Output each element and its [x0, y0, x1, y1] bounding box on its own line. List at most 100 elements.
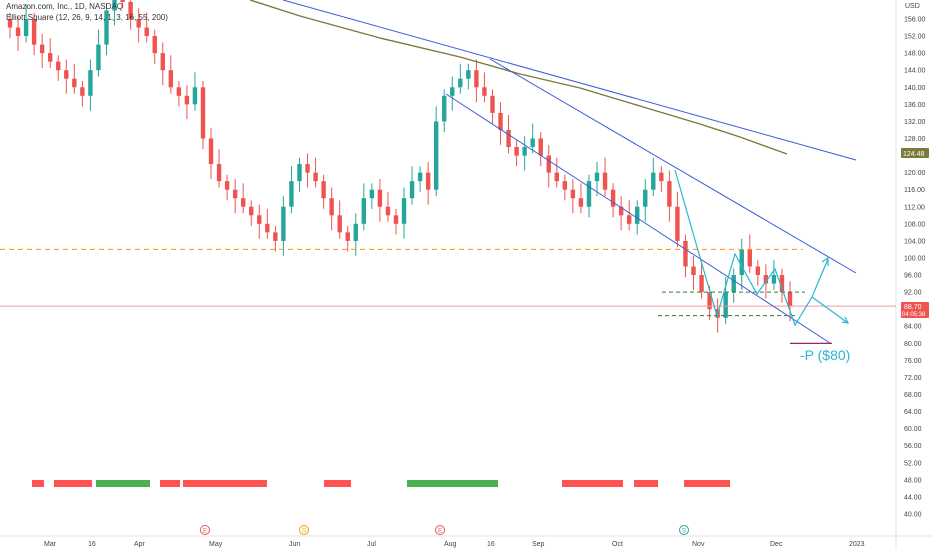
time-tick: Apr [134, 541, 146, 548]
candle-body [570, 189, 576, 199]
time-tick: Aug [444, 541, 457, 548]
candle-body [80, 87, 85, 96]
candle-body [152, 36, 157, 54]
candle-body [353, 223, 358, 241]
time-tick: Mar [44, 541, 57, 548]
candle-body [297, 164, 302, 182]
candle-body [450, 87, 455, 96]
price-tick: 72.00 [904, 375, 922, 382]
red-band [684, 480, 730, 487]
candle-body [369, 189, 375, 199]
price-tick: 104.00 [904, 238, 926, 245]
candle-body [691, 266, 696, 276]
time-tick: Sep [532, 541, 545, 548]
candle-body [176, 87, 182, 96]
last-price-label: 88.70 [904, 304, 922, 311]
candle-body [15, 27, 21, 37]
candle-body [345, 232, 350, 241]
price-tick: 140.00 [904, 85, 926, 92]
candle-body [747, 249, 752, 267]
candle-body [23, 19, 29, 37]
time-tick: 2023 [849, 541, 865, 548]
candle-body [72, 78, 77, 88]
time-axis[interactable]: Mar 16 Apr May Jun Jul Aug 16 Sep Oct Nov Dec 2023 E S… [44, 525, 865, 549]
candle-body [610, 189, 616, 207]
candle-body [128, 1, 133, 20]
candle-body [594, 172, 600, 182]
candle-body [289, 181, 294, 207]
candle-body [562, 181, 568, 190]
price-tick: 76.00 [904, 358, 922, 365]
candle-body [249, 206, 254, 216]
candle-body [281, 206, 286, 241]
price-tick: 144.00 [904, 68, 926, 75]
price-tick: 64.00 [904, 409, 922, 416]
candle-body [56, 61, 61, 71]
candle-body [651, 172, 656, 190]
candle-body [361, 198, 367, 224]
candle-body [120, 0, 125, 2]
green-band [96, 480, 150, 487]
candle-body [779, 275, 785, 293]
price-tick: 96.00 [904, 273, 922, 280]
red-band [324, 480, 351, 487]
price-tick: 148.00 [904, 51, 926, 58]
candle-body [554, 172, 560, 182]
time-tick: 16 [487, 541, 495, 548]
upper-trendline [282, 0, 857, 161]
candle-body [48, 53, 53, 62]
event-marker [299, 525, 309, 535]
currency-label: USD [905, 3, 920, 10]
candle-body [530, 138, 535, 148]
candle-body [216, 164, 222, 182]
candle-body [104, 10, 109, 45]
candle-body [184, 95, 190, 105]
red-band [32, 480, 44, 487]
price-tick: 56.00 [904, 443, 922, 450]
red-band [160, 480, 180, 487]
price-tick: 136.00 [904, 102, 926, 109]
candle-body [321, 181, 326, 199]
price-tick: 68.00 [904, 392, 922, 399]
candle-body [337, 215, 342, 233]
candle-body [482, 87, 487, 96]
price-tick: 100.00 [904, 255, 926, 262]
candle-body [506, 129, 511, 148]
price-tick: 116.00 [904, 187, 925, 194]
candle-body [723, 292, 728, 318]
candle-body [168, 70, 174, 88]
candle-body [522, 147, 527, 156]
candle-body [377, 189, 383, 207]
candle-body [699, 275, 704, 293]
price-tick: 92.00 [904, 290, 922, 297]
time-tick: Oct [612, 541, 623, 548]
candle-body [474, 70, 479, 88]
candle-body [771, 275, 777, 284]
candle-body [313, 172, 318, 182]
time-tick: May [209, 541, 223, 548]
candle-body [538, 138, 543, 156]
price-tick: 156.00 [904, 17, 926, 24]
candle-body [675, 206, 680, 241]
event-marker-label: E [438, 529, 442, 535]
candle-body [707, 292, 712, 310]
candle-body [265, 223, 270, 233]
target-annotation: -P ($80) [800, 347, 850, 363]
candle-body [393, 215, 399, 224]
projection-arrowhead [841, 316, 850, 324]
ma200-label-bg [901, 148, 929, 158]
candle-body [433, 121, 439, 190]
candle-body [643, 189, 648, 207]
candle-body [763, 275, 769, 284]
candle-body [442, 95, 447, 122]
time-tick: Jun [289, 541, 300, 548]
price-tick: 44.00 [904, 494, 922, 501]
price-tick: 80.00 [904, 341, 922, 348]
candle-body [208, 138, 214, 165]
candle-body [112, 0, 117, 11]
event-marker [679, 525, 689, 535]
price-tick: 128.00 [904, 136, 926, 143]
